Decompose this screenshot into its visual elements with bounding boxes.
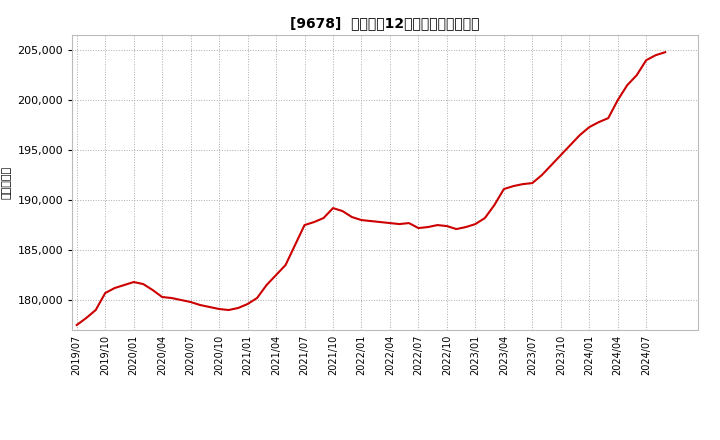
Y-axis label: （百万円）: （百万円）	[1, 166, 12, 199]
Title: [9678]  売上高の12か月移動合計の推移: [9678] 売上高の12か月移動合計の推移	[290, 16, 480, 30]
